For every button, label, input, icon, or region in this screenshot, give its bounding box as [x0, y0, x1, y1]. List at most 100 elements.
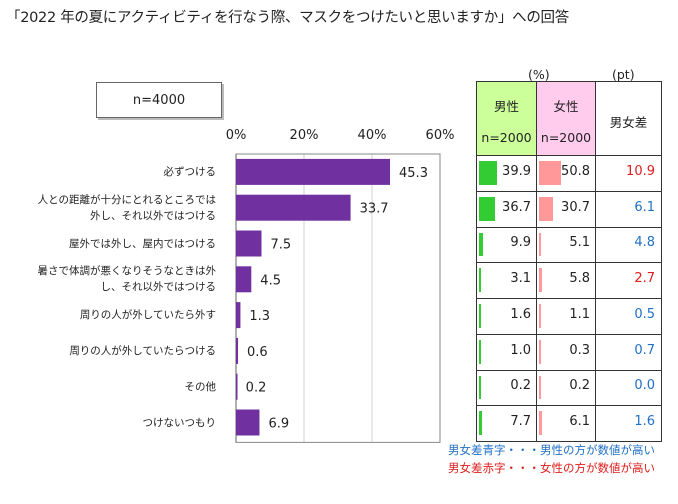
female-value: 5.1: [569, 235, 590, 251]
category-label-line: 必ずつける: [163, 165, 217, 178]
female-bar: [539, 268, 542, 292]
male-bar: [479, 196, 496, 221]
category-label-line: 外し、それ以外ではつける: [90, 209, 216, 222]
male-bar: [479, 268, 481, 292]
x-tick-label: 0%: [225, 128, 247, 143]
category-label: 周りの人が外していたら外す: [6, 307, 216, 323]
difference-value: 0.0: [634, 378, 655, 394]
female-bar: [539, 161, 562, 185]
female-value: 50.8: [561, 163, 590, 179]
male-value: 39.9: [502, 163, 531, 179]
table-divider: [536, 82, 537, 441]
unit-percent: (%): [528, 67, 550, 82]
category-label: 暑さで体調が悪くなりそうなときは外し、それ以外ではつける: [6, 263, 217, 295]
female-header-bg: [537, 82, 595, 155]
category-label-line: 屋外では外し、屋内ではつける: [69, 237, 216, 250]
bar-value-label: 4.5: [260, 273, 281, 288]
bar-value-label: 0.2: [246, 381, 267, 396]
category-label-line: その他: [184, 380, 217, 393]
male-bar: [479, 339, 481, 364]
red-note: 男女差赤字・・・女性の方が数値が高い: [448, 461, 655, 475]
bar: [236, 266, 252, 293]
category-label-line: 周りの人が外していたら外す: [79, 309, 216, 322]
bar: [236, 337, 239, 364]
female-value: 6.1: [569, 414, 590, 430]
difference-value: 0.5: [634, 306, 655, 322]
male-value: 9.9: [510, 235, 531, 251]
male-header: 男性: [493, 99, 519, 114]
category-label-line: 人との距離が十分にとれるところでは: [37, 193, 216, 206]
category-label-line: し、それ以外ではつける: [100, 281, 217, 294]
table-row-divider: [477, 405, 661, 407]
male-bar: [479, 232, 484, 257]
bar: [236, 194, 351, 221]
table-divider: [595, 82, 596, 441]
category-label: つけないつもり: [6, 415, 217, 431]
table-row-divider: [477, 298, 661, 299]
difference-value: 0.7: [634, 342, 655, 358]
male-value: 36.7: [502, 199, 531, 215]
bar-value-label: 6.9: [268, 417, 289, 432]
table-row-divider: [477, 190, 661, 192]
female-header: 女性: [553, 99, 579, 114]
category-label-line: 暑さで体調が悪くなりそうなときは外: [37, 265, 217, 278]
category-label: その他: [6, 379, 217, 395]
male-value: 3.1: [510, 271, 531, 287]
female-bar: [539, 339, 541, 364]
x-tick-label: 20%: [289, 128, 319, 143]
sample-size-box: n=4000: [96, 82, 222, 118]
male-value: 1.6: [510, 306, 531, 322]
category-label: 屋外では外し、屋内ではつける: [6, 236, 216, 252]
female-value: 5.8: [569, 271, 590, 287]
bar-value-label: 0.6: [247, 345, 268, 360]
category-label: 周りの人が外していたらつける: [6, 343, 216, 359]
bar-value-label: 45.3: [399, 166, 428, 181]
bar-value-label: 1.3: [249, 309, 270, 324]
bar-value-label: 33.7: [360, 202, 389, 217]
female-value: 30.7: [561, 199, 590, 215]
difference-value: 4.8: [634, 235, 655, 251]
table-row-divider: [477, 262, 661, 264]
bar: [236, 409, 260, 436]
difference-value: 1.6: [634, 414, 655, 430]
x-tick-label: 40%: [357, 128, 387, 143]
diff-header: 男女差: [609, 115, 648, 130]
female-bar: [539, 304, 541, 328]
female-n: n=2000: [540, 130, 592, 145]
difference-value: 6.1: [634, 199, 655, 215]
male-bar: [479, 411, 483, 435]
female-value: 0.3: [569, 342, 590, 358]
bar: [236, 302, 241, 329]
bar: [236, 373, 238, 400]
male-value: 1.0: [510, 342, 531, 358]
table-divider: [477, 155, 661, 156]
male-n: n=2000: [481, 130, 532, 145]
gender-breakdown-table: 男性 n=2000 女性 n=2000 男女差 39.9 50.8 10.9 36.7…: [476, 81, 662, 442]
category-label: 必ずつける: [6, 164, 217, 180]
male-header-bg: [477, 82, 536, 155]
table-row-divider: [477, 333, 661, 335]
difference-value: 2.7: [634, 271, 655, 287]
male-value: 0.2: [510, 378, 531, 394]
bar: [236, 158, 391, 185]
x-tick-label: 60%: [425, 128, 455, 143]
male-bar: [479, 304, 481, 328]
category-label-line: 周りの人が外していたらつける: [69, 344, 216, 357]
category-label: 人との距離が十分にとれるところでは外し、それ以外ではつける: [6, 192, 216, 224]
female-value: 1.1: [569, 306, 590, 322]
male-bar: [479, 375, 481, 400]
female-bar: [539, 232, 542, 257]
male-value: 7.7: [510, 414, 531, 430]
male-bar: [479, 161, 497, 185]
female-bar: [539, 196, 553, 221]
bar: [236, 230, 262, 257]
female-bar: [539, 411, 542, 435]
category-label-line: つけないつもり: [142, 416, 217, 429]
female-bar: [539, 375, 541, 400]
sample-size-label: n=4000: [132, 92, 186, 108]
table-row-divider: [477, 369, 661, 371]
blue-note: 男女差青字・・・男性の方が数値が高い: [448, 443, 655, 457]
unit-points: (pt): [612, 67, 635, 82]
female-value: 0.2: [569, 378, 590, 394]
